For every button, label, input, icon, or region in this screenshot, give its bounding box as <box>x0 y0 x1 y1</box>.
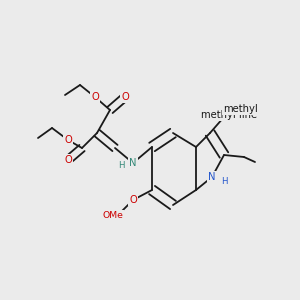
Text: methyl: methyl <box>223 104 257 114</box>
Text: O: O <box>64 155 72 165</box>
Text: N: N <box>129 158 137 168</box>
Text: O: O <box>129 195 137 205</box>
Text: methyl line: methyl line <box>201 110 257 120</box>
Text: H: H <box>221 178 227 187</box>
Text: O: O <box>121 92 129 102</box>
Text: O: O <box>64 135 72 145</box>
Text: H: H <box>118 160 124 169</box>
Text: N: N <box>208 172 216 182</box>
Text: OMe: OMe <box>103 211 123 220</box>
Text: O: O <box>91 92 99 102</box>
